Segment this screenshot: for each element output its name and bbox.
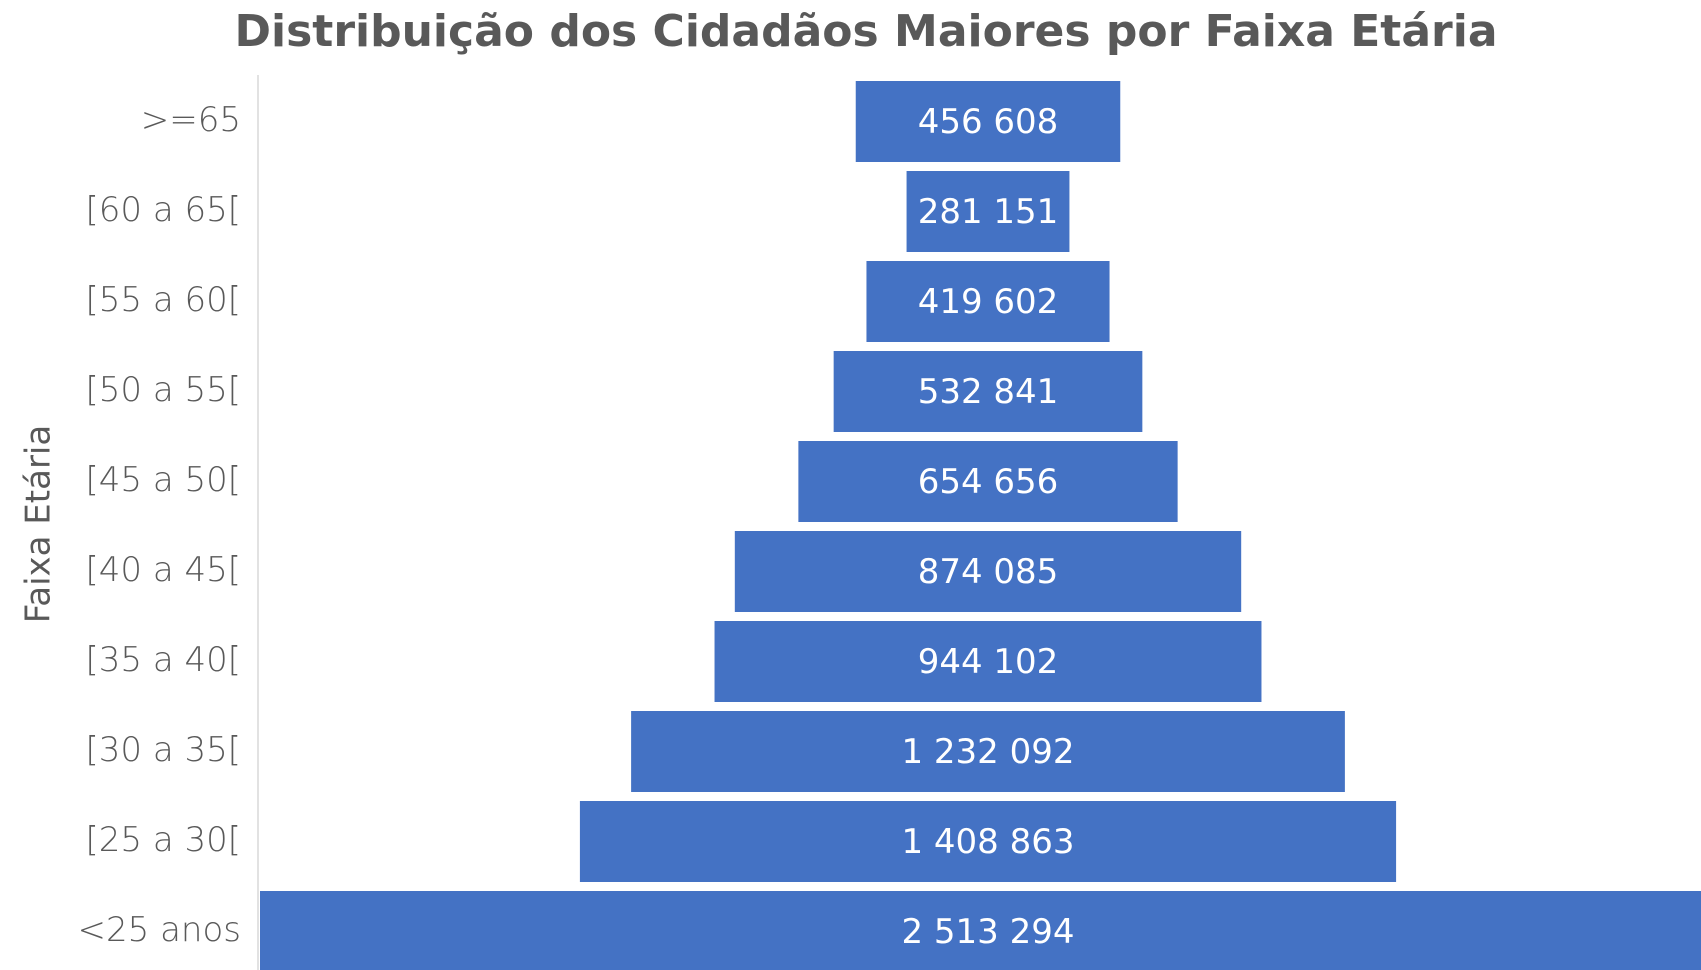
data-label: 1 408 863	[901, 822, 1074, 862]
category-label: [50 a 55[	[85, 370, 241, 410]
data-label: 944 102	[918, 642, 1059, 682]
category-label: >=65	[141, 100, 241, 140]
bar	[734, 531, 1242, 612]
bar	[833, 351, 1143, 432]
data-label: 281 151	[918, 192, 1059, 232]
y-axis-title: Faixa Etária	[19, 425, 59, 623]
category-label: [40 a 45[	[85, 550, 241, 590]
data-label: 532 841	[918, 372, 1059, 412]
data-label: 654 656	[918, 462, 1059, 502]
chart-title: Distribuição dos Cidadãos Maiores por Fa…	[234, 6, 1497, 57]
data-label: 874 085	[918, 552, 1059, 592]
bar	[260, 891, 1701, 970]
category-label: [55 a 60[	[85, 280, 241, 320]
bar	[714, 621, 1262, 702]
bar	[579, 801, 1397, 882]
category-label: [30 a 35[	[85, 730, 241, 770]
category-label: [35 a 40[	[85, 640, 241, 680]
category-label: [60 a 65[	[85, 190, 241, 230]
category-label: <25 anos	[78, 910, 241, 950]
data-label: 419 602	[918, 282, 1059, 322]
data-label: 1 232 092	[901, 732, 1074, 772]
bar	[866, 261, 1110, 342]
category-label: [45 a 50[	[85, 460, 241, 500]
bar	[631, 711, 1345, 792]
bar	[798, 441, 1178, 522]
bar	[906, 171, 1070, 252]
bar	[855, 81, 1121, 162]
data-label: 2 513 294	[901, 912, 1074, 952]
category-label: [25 a 30[	[85, 820, 241, 860]
data-label: 456 608	[918, 102, 1059, 142]
